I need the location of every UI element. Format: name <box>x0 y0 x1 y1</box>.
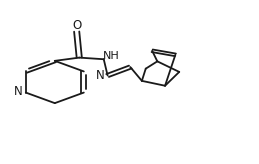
Text: O: O <box>72 19 81 32</box>
Text: NH: NH <box>103 51 119 61</box>
Text: N: N <box>96 69 105 82</box>
Text: N: N <box>14 85 23 98</box>
